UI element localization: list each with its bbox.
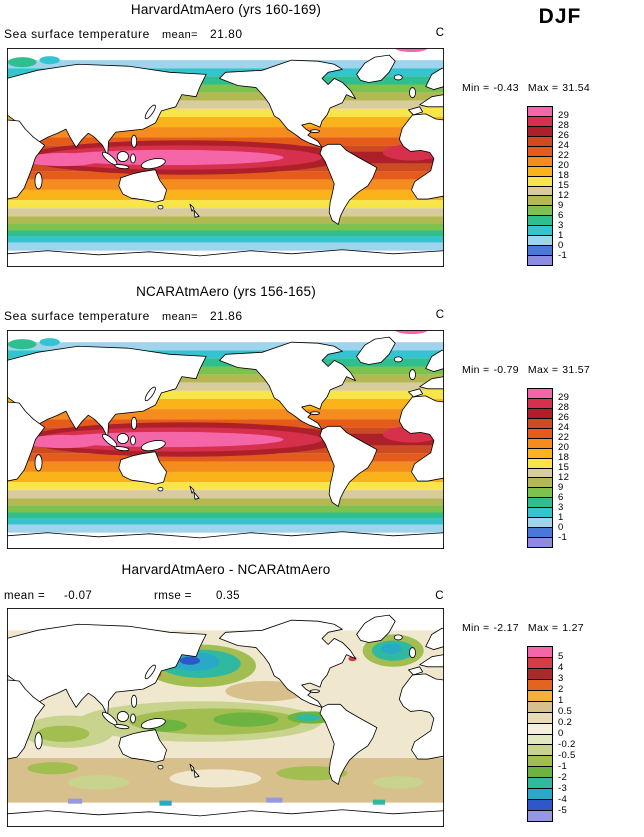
field-label: Sea surface temperature: [4, 27, 150, 41]
max-label: Max =: [527, 622, 559, 634]
subtitle-row: Sea surface temperature mean= 21.80 C: [4, 27, 444, 43]
panel-ncar-sst: NCARAtmAero (yrs 156-165) Sea surface te…: [0, 282, 644, 564]
max-label: Max =: [527, 364, 559, 376]
mean-label: mean=: [162, 29, 198, 41]
units-label: C: [435, 27, 444, 39]
difference-colorbar: 5 4 3 2 1 0.5 0.2 0 -0.2 -0.5 -1 -2 -3 -4 -5: [527, 646, 597, 822]
min-label: Min =: [462, 622, 490, 634]
max-label: Max =: [527, 82, 559, 94]
units-label: C: [435, 590, 444, 602]
panel-title: HarvardAtmAero (yrs 160-169): [130, 2, 322, 17]
min-label: Min =: [462, 364, 490, 376]
min-value: -0.79: [493, 364, 519, 376]
sst-map-ncar: [7, 330, 444, 549]
panel-difference: HarvardAtmAero - NCARAtmAero mean = -0.0…: [0, 560, 644, 837]
mean-label: mean=: [162, 311, 198, 323]
subtitle-row: Sea surface temperature mean= 21.86 C: [4, 309, 444, 325]
min-value: -2.17: [493, 622, 519, 634]
mean-value: 21.86: [210, 309, 243, 323]
minmax-readout: Min = -0.43 Max = 31.54: [462, 82, 642, 94]
mean-value: -0.07: [64, 590, 93, 602]
minmax-readout: Min = -0.79 Max = 31.57: [462, 364, 642, 376]
mean-value: 21.80: [210, 27, 243, 41]
mean-label: mean =: [4, 590, 46, 602]
temperature-colorbar: 29 28 26 24 22 20 18 15 12 9 6 3 1 0 -1: [527, 388, 597, 548]
rmse-label: rmse =: [154, 590, 192, 602]
min-value: -0.43: [493, 82, 519, 94]
sst-difference-map: [7, 608, 444, 827]
max-value: 31.54: [562, 82, 591, 94]
minmax-readout: Min = -2.17 Max = 1.27: [462, 622, 642, 634]
stats-row: mean = -0.07 rmse = 0.35 C: [4, 590, 444, 606]
panel-title: HarvardAtmAero - NCARAtmAero: [121, 562, 331, 577]
max-value: 31.57: [562, 364, 591, 376]
min-label: Min =: [462, 82, 490, 94]
season-label: DJF: [538, 5, 582, 28]
sst-map-harvard: [7, 48, 444, 267]
field-label: Sea surface temperature: [4, 309, 150, 323]
max-value: 1.27: [562, 622, 584, 634]
units-label: C: [435, 309, 444, 321]
panel-title: NCARAtmAero (yrs 156-165): [136, 284, 316, 299]
panel-harvard-sst: HarvardAtmAero (yrs 160-169) Sea surface…: [0, 0, 644, 282]
temperature-colorbar: 29 28 26 24 22 20 18 15 12 9 6 3 1 0 -1: [527, 106, 597, 266]
rmse-value: 0.35: [216, 590, 240, 602]
